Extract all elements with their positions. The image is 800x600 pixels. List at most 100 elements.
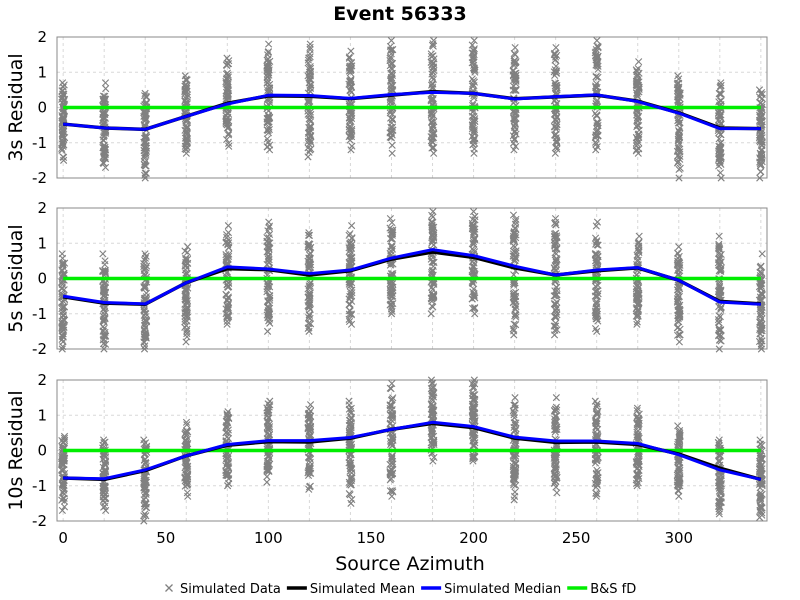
simulated-data-point [388,131,396,139]
simulated-data-point [183,76,191,84]
y-tick-label: 1 [37,63,47,81]
simulated-data-point [593,36,601,45]
simulated-data-point [511,86,519,94]
simulated-data-point [101,257,109,265]
simulated-data-point [386,54,394,62]
simulated-data-point [716,169,724,177]
simulated-data-point [60,90,68,98]
simulated-data-point [430,149,438,157]
simulated-data-point [674,159,682,167]
x-axis-ticks: 0 50 100 150 200 250 300 [58,529,693,547]
simulated-data-point [265,118,273,126]
simulated-data-point [592,132,600,140]
simulated-data-point [306,146,314,154]
simulated-data-point [142,151,150,159]
simulated-data-point [101,79,110,87]
simulated-data-point [181,88,189,96]
simulated-data-point [58,144,66,152]
simulated-data-point [592,83,600,91]
simulated-data-point [673,324,681,332]
simulated-data-point [223,135,231,144]
simulated-data-point [265,40,273,48]
simulated-data-point [222,61,231,69]
simulated-data-point [141,169,149,177]
simulated-data-point [306,116,314,124]
y-axis-label: 3s Residual [5,53,27,161]
simulated-data-point [348,109,356,117]
simulated-data-point [551,149,559,157]
simulated-data-point [470,130,478,138]
simulated-data-point [510,122,518,130]
simulated-data-point [306,76,314,84]
y-tick-label: -2 [32,169,47,187]
simulated-data-point [307,138,315,146]
simulated-data-point [346,77,354,85]
simulated-data-point [182,76,190,84]
simulated-data-point [552,117,561,125]
simulated-data-point [550,322,558,330]
simulated-data-point [469,58,478,66]
simulated-data-point [470,36,478,45]
simulated-data-point [59,83,67,91]
simulated-data-point [387,114,395,122]
simulated-data-point [594,73,602,81]
simulated-data-point [58,506,66,515]
simulated-data-point [223,124,231,132]
simulated-data-point [264,51,272,59]
simulated-data-point [306,123,315,131]
legend-item: Simulated Median [421,582,561,597]
simulated-data-point [676,155,684,163]
simulated-data-point [143,144,151,152]
simulated-data-point [717,97,725,105]
simulated-data-point [306,83,314,92]
simulated-data-point [471,212,479,221]
simulated-data-point [263,478,271,486]
simulated-data-point [225,142,233,150]
simulated-data-point [59,140,67,148]
simulated-data-point [388,149,396,157]
simulated-data-point [347,112,356,120]
simulated-data-point [469,140,477,149]
legend: Simulated Data Simulated Mean Simulated Me… [165,582,636,597]
simulated-data-point [468,75,476,83]
simulated-data-point [264,126,272,135]
simulated-data-point [100,133,108,141]
simulated-data-point [142,162,150,170]
simulated-data-point [511,50,519,59]
simulated-data-point [470,145,478,153]
legend-label: Simulated Data [180,582,281,597]
simulated-data-point [512,80,520,88]
simulated-data-point [348,142,356,150]
simulated-data-point [347,82,355,90]
simulated-data-point [263,66,272,74]
y-tick-label: 0 [37,270,47,288]
simulated-data-point [427,108,435,117]
simulated-data-point [100,159,108,167]
simulated-data-point [307,118,315,126]
panel-2: -2 -1 0 1 2 5s Residual [5,199,768,358]
simulated-data-point [225,129,233,138]
simulated-data-point [60,153,68,161]
simulated-data-point [552,43,560,52]
simulated-data-point [468,82,476,90]
simulated-data-point [304,56,312,64]
simulated-data-point [387,36,395,45]
simulated-data-point [101,148,109,156]
simulated-data-point [511,43,519,52]
simulated-data-point [552,139,561,147]
y-tick-label: 0 [37,442,47,460]
simulated-data-point [345,132,353,141]
simulated-data-point [510,117,518,125]
simulated-data-point [591,133,599,142]
simulated-data-point [99,95,107,103]
simulated-data-point [345,123,353,131]
simulated-data-point [552,394,560,402]
simulated-data-point [553,145,561,153]
simulated-data-point [347,47,355,55]
simulated-data-point [265,96,274,104]
y-tick-label: -2 [32,340,47,358]
simulated-data-point [552,62,560,70]
simulated-data-point [224,222,232,230]
simulated-data-point [428,124,436,132]
simulated-data-point [182,136,191,145]
